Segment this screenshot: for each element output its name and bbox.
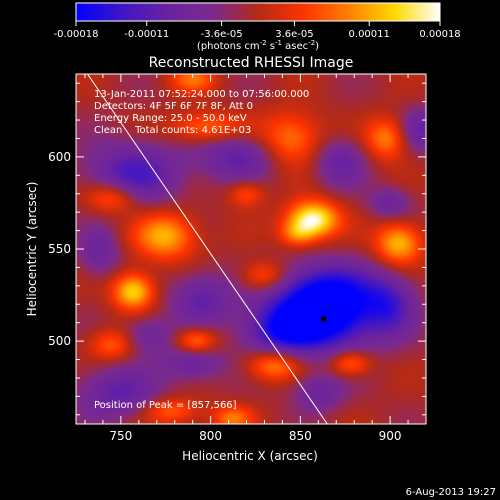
heatmap-image	[76, 74, 426, 424]
peak-position: Position of Peak = [857,566]	[94, 400, 237, 411]
y-tick-label: 550	[48, 242, 71, 256]
y-tick-label: 500	[48, 334, 71, 348]
axis-ticks: 750 800 850 900 500 550 600	[48, 74, 427, 443]
colorbar-tick-label: 0.00018	[419, 29, 460, 40]
info-line-energy: Energy Range: 25.0 - 50.0 keV	[94, 113, 247, 124]
x-tick-label: 850	[289, 429, 312, 443]
y-tick-label: 600	[48, 150, 71, 164]
info-line-detectors: Detectors: 4F 5F 6F 7F 8F, Att 0	[94, 101, 253, 112]
x-tick-label: 900	[379, 429, 402, 443]
colorbar-tick-label: -3.6e-05	[201, 29, 243, 40]
info-line-time: 13-Jan-2011 07:52:24.000 to 07:56:00.000	[94, 89, 309, 100]
chart-title: Reconstructed RHESSI Image	[149, 55, 354, 71]
x-axis-label: Heliocentric X (arcsec)	[182, 449, 318, 463]
colorbar-tick-label: 0.00011	[349, 29, 390, 40]
solar-limb-line	[86, 74, 328, 424]
info-line-counts: Clean Total counts: 4.61E+03	[94, 125, 251, 136]
x-tick-label: 800	[199, 429, 222, 443]
info-block: 13-Jan-2011 07:52:24.000 to 07:56:00.000…	[94, 89, 309, 411]
colorbar-ticks: -0.00018 -0.00011 -3.6e-05 3.6e-05 0.00011 0.…	[54, 21, 461, 40]
colorbar: -0.00018 -0.00011 -3.6e-05 3.6e-05 0.00011 0.…	[54, 2, 461, 52]
colorbar-unit: (photons cm-2 s-1 asec-2)	[197, 39, 319, 52]
colorbar-tick-label: -0.00011	[124, 29, 169, 40]
x-tick-label: 750	[109, 429, 132, 443]
min-marker	[321, 316, 327, 322]
plot-area: 750 800 850 900 500 550 600	[48, 73, 427, 443]
y-axis-label: Heliocentric Y (arcsec)	[25, 182, 39, 317]
colorbar-gradient	[75, 2, 441, 22]
colorbar-tick-label: -0.00018	[54, 29, 99, 40]
colorbar-tick-label: 3.6e-05	[275, 29, 313, 40]
footer-timestamp: 6-Aug-2013 19:27	[406, 487, 496, 498]
